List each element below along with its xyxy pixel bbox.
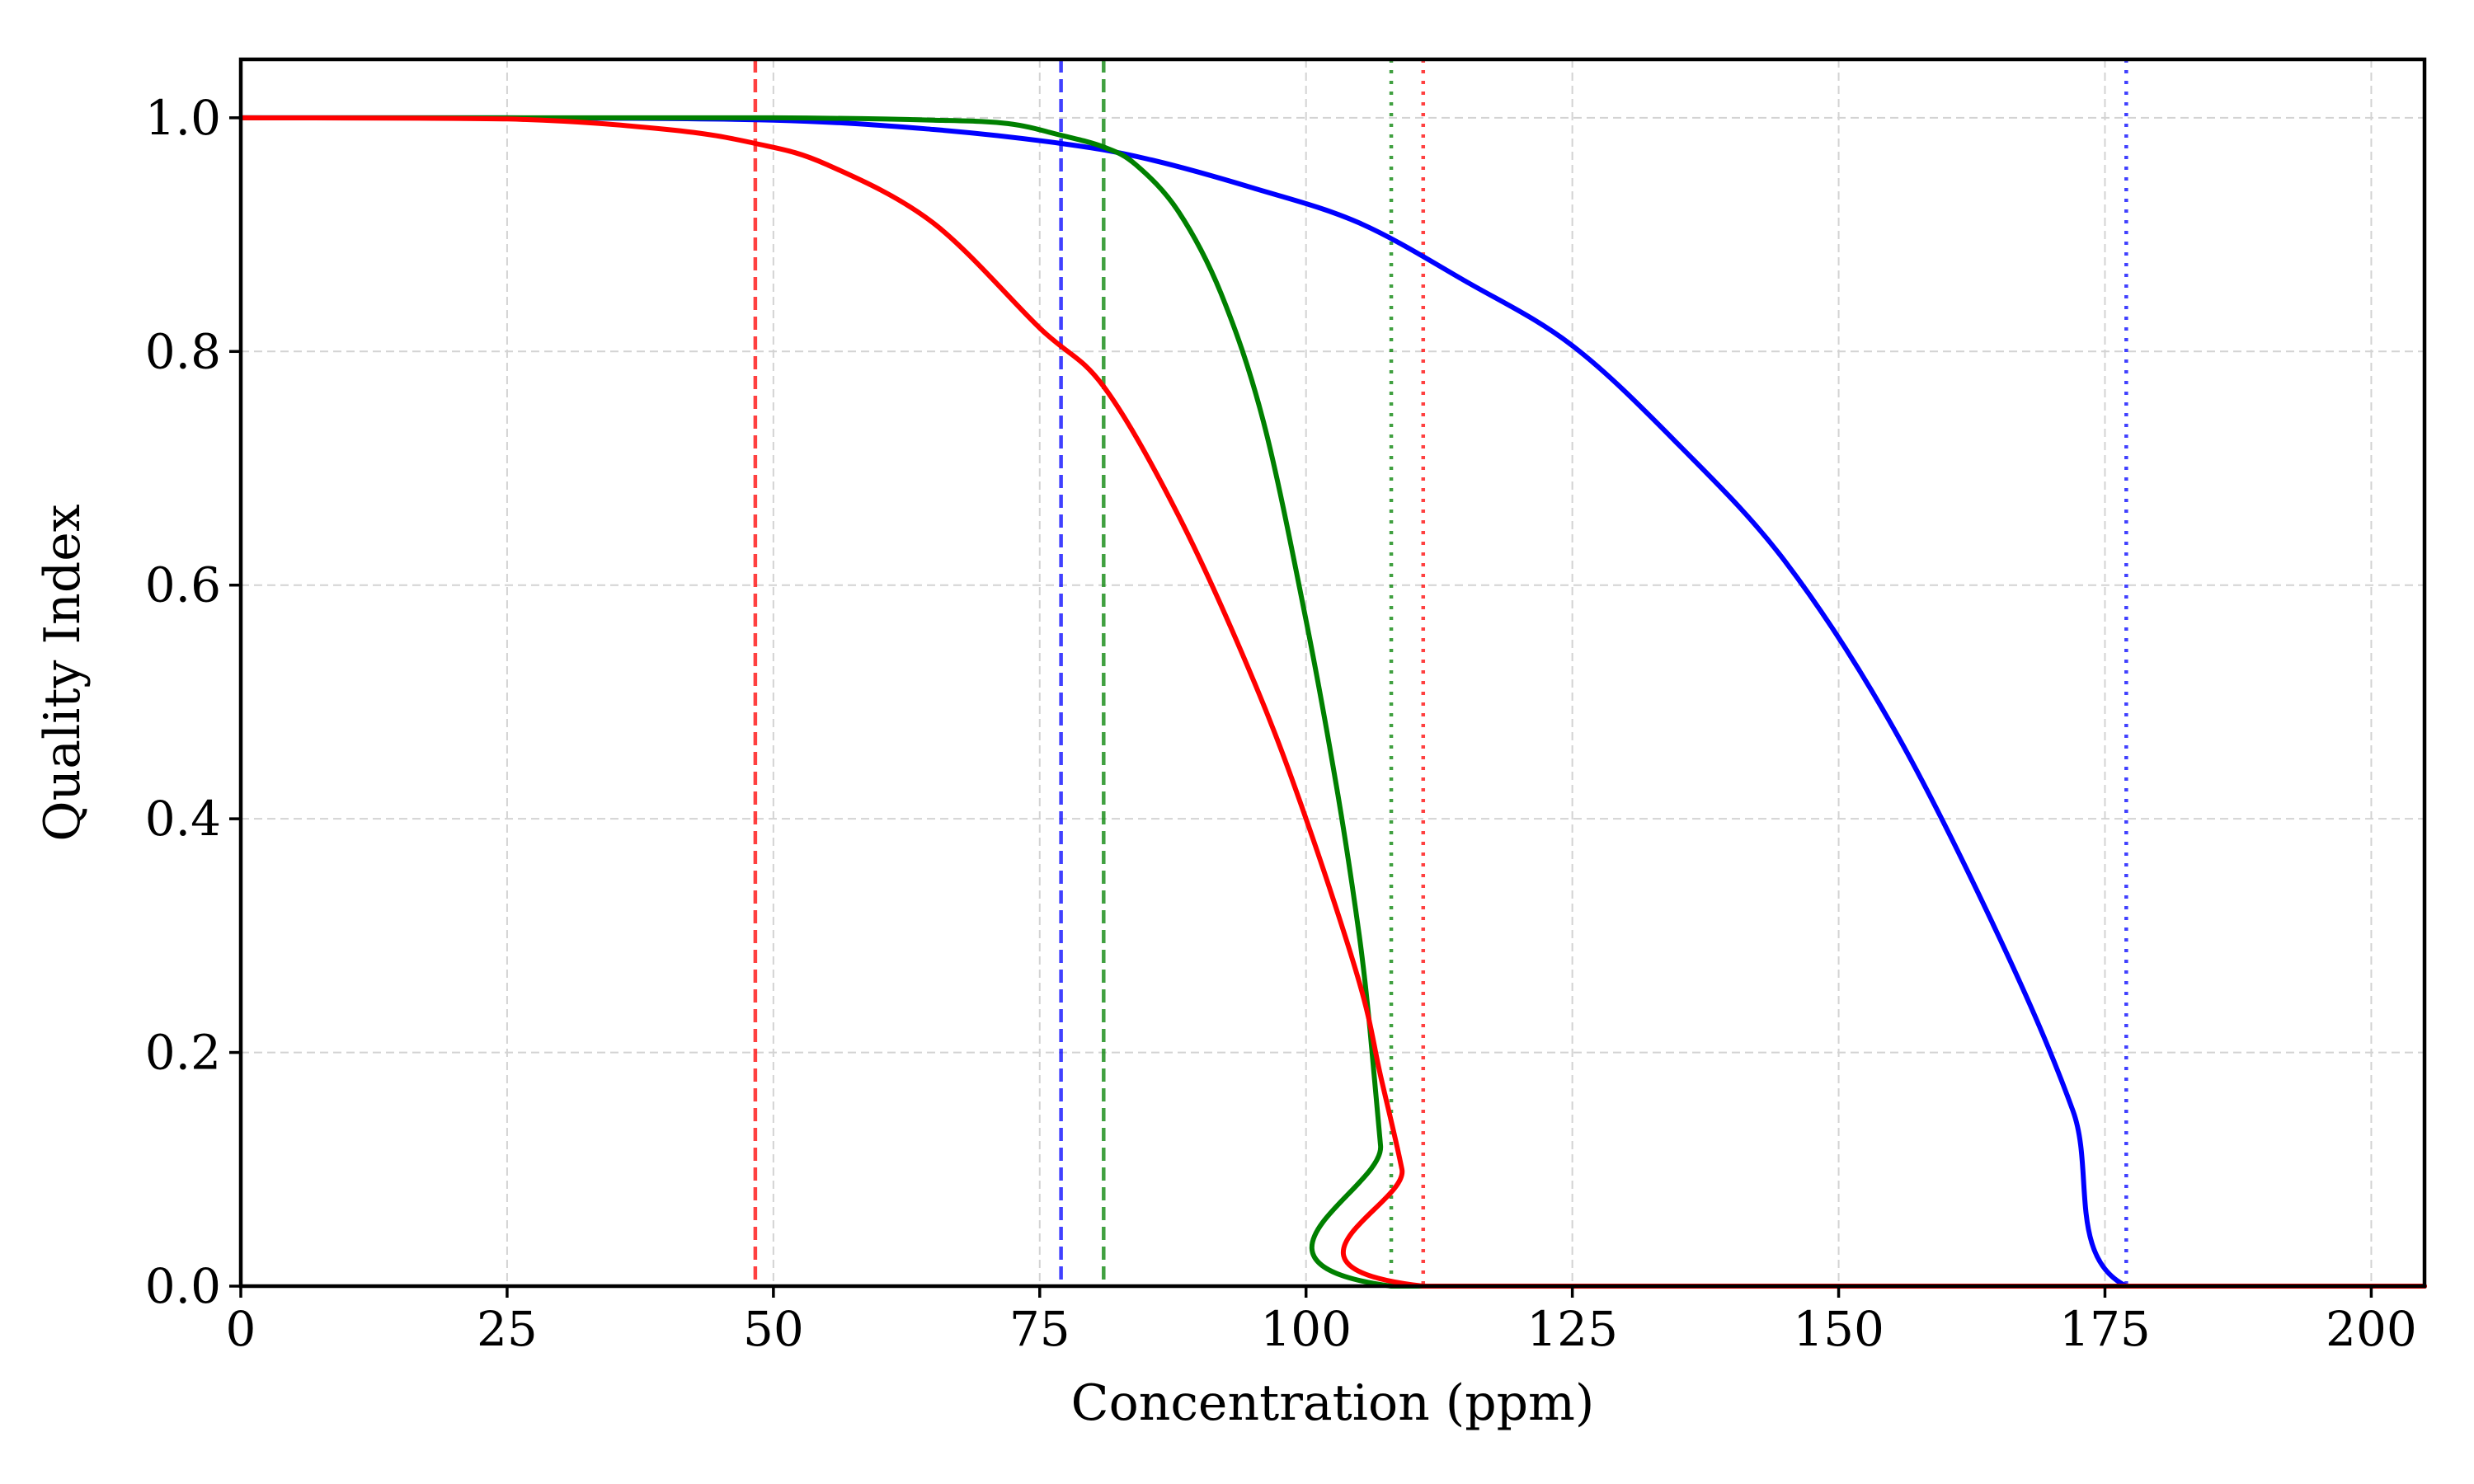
series-line-2 xyxy=(238,115,2427,1289)
x-axis: 0 25 50 75 100 125 150 175 200 xyxy=(226,1286,2417,1357)
plot-frame xyxy=(238,57,2427,1289)
y-tick-label: 1.0 xyxy=(145,90,221,146)
x-tick-label: 125 xyxy=(1526,1301,1618,1357)
y-tick-label: 0.4 xyxy=(145,791,221,847)
y-tick-label: 0.6 xyxy=(145,557,221,613)
x-tick-label: 200 xyxy=(2326,1301,2417,1357)
x-tick-label: 100 xyxy=(1260,1301,1352,1357)
x-tick-label: 0 xyxy=(226,1301,256,1357)
y-axis: 0.0 0.2 0.4 0.6 0.8 1.0 xyxy=(145,90,241,1314)
series-line-1 xyxy=(238,115,2427,1289)
x-tick-label: 50 xyxy=(743,1301,804,1357)
series-group xyxy=(238,115,2427,1289)
series-line-0 xyxy=(238,115,2427,1289)
y-tick-label: 0.2 xyxy=(145,1025,221,1081)
x-tick-label: 25 xyxy=(477,1301,538,1357)
x-tick-label: 150 xyxy=(1793,1301,1884,1357)
x-tick-label: 175 xyxy=(2059,1301,2151,1357)
reference-lines xyxy=(753,59,2128,1286)
x-axis-label: Concentration (ppm) xyxy=(1071,1374,1595,1432)
y-tick-label: 0.0 xyxy=(145,1258,221,1314)
y-axis-label: Quality Index xyxy=(34,504,92,841)
x-tick-label: 75 xyxy=(1009,1301,1070,1357)
y-tick-label: 0.8 xyxy=(145,323,221,379)
